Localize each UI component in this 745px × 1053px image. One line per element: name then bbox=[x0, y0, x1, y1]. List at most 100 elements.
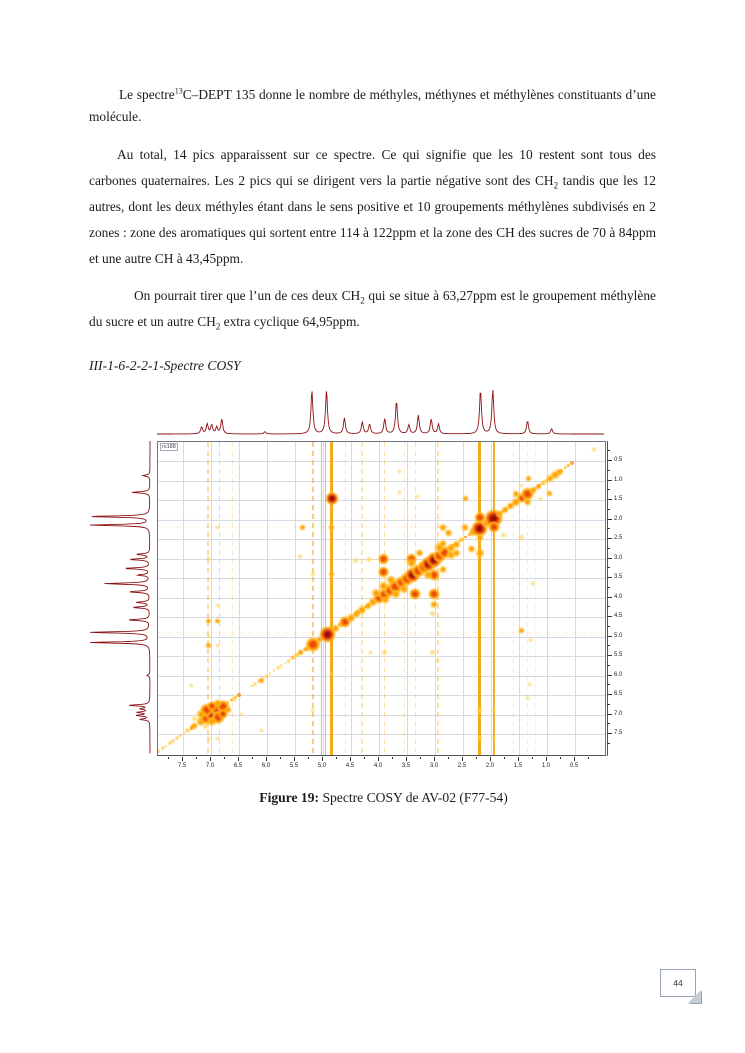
diagonal-dot bbox=[219, 705, 223, 710]
diagonal-dot bbox=[291, 655, 295, 659]
cross-peak bbox=[215, 602, 221, 608]
diagonal-dot bbox=[563, 466, 566, 470]
diagonal-dot bbox=[436, 554, 441, 558]
left-1d-spectrum bbox=[89, 441, 151, 754]
diagonal-dot bbox=[422, 564, 426, 568]
diagonal-dot bbox=[459, 539, 462, 543]
diagonal-dot bbox=[545, 479, 549, 483]
y-tick bbox=[607, 450, 610, 452]
cross-peak bbox=[305, 636, 321, 652]
cross-peak bbox=[205, 555, 211, 562]
diagonal-dot bbox=[313, 640, 317, 644]
diagonal-dot bbox=[552, 473, 556, 478]
cross-peak bbox=[499, 531, 507, 539]
cross-peak bbox=[184, 727, 191, 735]
diagonal-dot bbox=[171, 739, 175, 743]
cross-peak bbox=[591, 446, 597, 452]
diagonal-dot bbox=[549, 476, 552, 480]
diagonal-dot bbox=[222, 703, 227, 707]
cross-peak bbox=[381, 649, 388, 657]
diagonal-dot bbox=[182, 731, 186, 735]
x-tick bbox=[518, 757, 519, 761]
diagonal-dot bbox=[497, 513, 500, 516]
cross-peak bbox=[435, 658, 441, 664]
x-tick bbox=[462, 757, 463, 761]
grid-line bbox=[158, 695, 605, 696]
cross-peak bbox=[373, 592, 385, 605]
cross-peak bbox=[467, 544, 476, 554]
x-tick bbox=[364, 757, 365, 759]
y-tick-label: 4.5 bbox=[614, 613, 623, 619]
diagonal-dot bbox=[523, 494, 527, 498]
grid-line bbox=[267, 442, 268, 755]
noise-streak bbox=[535, 442, 537, 755]
cross-peak bbox=[368, 597, 379, 608]
cross-peak bbox=[205, 633, 211, 640]
diagonal-dot bbox=[264, 674, 268, 678]
cross-peak bbox=[491, 708, 497, 714]
diagonal-dot bbox=[356, 610, 361, 614]
x-tick bbox=[280, 757, 281, 759]
y-tick bbox=[607, 586, 610, 588]
noise-streak bbox=[207, 442, 209, 755]
x-tick-label: 4.0 bbox=[373, 763, 383, 769]
cross-peak bbox=[202, 722, 209, 730]
diagonal-dot bbox=[287, 659, 290, 662]
section-heading: III-1-6-2-2-1-Spectre COSY bbox=[89, 358, 241, 373]
cross-peak bbox=[452, 540, 461, 549]
cross-peak bbox=[210, 702, 226, 718]
paragraph: On pourrait tirer que l’un de ces deux C… bbox=[89, 288, 656, 332]
cross-peak bbox=[264, 674, 270, 680]
diagonal-dot bbox=[179, 734, 182, 738]
cross-peak bbox=[495, 509, 504, 519]
diagonal-dot bbox=[471, 530, 475, 534]
diagonal-dot bbox=[360, 607, 364, 612]
y-tick-label: 3.5 bbox=[614, 574, 623, 580]
cross-peak bbox=[427, 568, 440, 581]
cross-peak bbox=[527, 681, 533, 687]
cross-peak bbox=[160, 745, 166, 751]
x-tick bbox=[168, 757, 169, 759]
cross-peak bbox=[555, 467, 564, 477]
y-tick bbox=[607, 733, 612, 734]
cross-peak bbox=[258, 727, 264, 733]
noise-streak bbox=[492, 442, 496, 755]
cross-peak bbox=[476, 734, 484, 742]
x-tick-label: 6.0 bbox=[261, 763, 271, 769]
top-1d-spectrum bbox=[157, 389, 604, 435]
noise-streak bbox=[478, 442, 482, 755]
y-tick bbox=[607, 518, 612, 520]
cross-peak bbox=[474, 547, 485, 559]
cross-peak bbox=[528, 637, 534, 643]
cross-peak bbox=[484, 509, 504, 529]
diagonal-dot bbox=[374, 597, 379, 601]
cross-peak bbox=[427, 588, 440, 601]
noise-streak bbox=[231, 442, 233, 755]
y-tick bbox=[607, 479, 612, 481]
diagonal-dot bbox=[389, 587, 393, 591]
y-tick bbox=[607, 703, 610, 705]
cross-peak bbox=[438, 565, 448, 574]
cross-peak bbox=[195, 716, 206, 727]
cross-peak bbox=[215, 643, 221, 649]
cross-peak bbox=[207, 716, 218, 727]
diagonal-dot bbox=[444, 549, 447, 553]
diagonal-dot bbox=[283, 661, 287, 665]
cross-peak bbox=[528, 486, 538, 495]
y-tick bbox=[607, 489, 610, 491]
cross-peak bbox=[511, 489, 521, 499]
cosy-2d-plot: rs188 bbox=[157, 441, 606, 756]
cross-peak bbox=[378, 580, 389, 591]
cross-peak bbox=[309, 570, 317, 578]
cross-peak bbox=[426, 552, 442, 568]
f2-axis: 7.5 7.0 6.5 6.0 5.5 5.0 4.5 4.0 3.5 3.0 2.5 2.0 1.5 1… bbox=[157, 755, 606, 774]
y-tick bbox=[607, 606, 610, 608]
noise-streak bbox=[311, 442, 314, 755]
x-tick bbox=[308, 757, 309, 759]
cross-peak bbox=[428, 610, 436, 618]
cross-peak bbox=[352, 557, 359, 564]
y-tick-label: 7.0 bbox=[614, 710, 623, 717]
cross-peak bbox=[210, 710, 225, 725]
x-tick-label: 7.0 bbox=[205, 763, 215, 769]
y-tick-label: 6.0 bbox=[614, 671, 623, 678]
